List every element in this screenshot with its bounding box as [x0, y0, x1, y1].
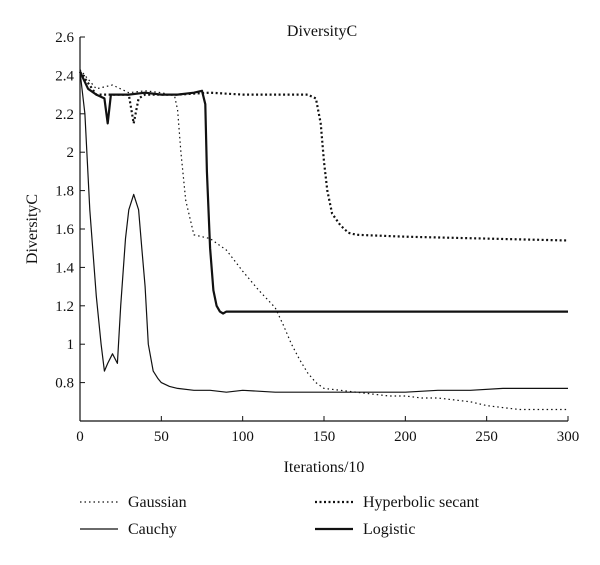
series-line-gaussian	[79, 69, 568, 411]
y-tick-label: 2	[67, 145, 75, 161]
series-line-hyperbolic-secant	[79, 70, 569, 242]
x-tick-label: 200	[394, 429, 417, 445]
x-axis-title: Iterations/10	[284, 459, 365, 476]
legend-label: Logistic	[363, 521, 415, 538]
legend: Gaussian Cauchy Hyperbolic secant Logistic	[80, 494, 480, 538]
x-tick-label: 100	[231, 429, 254, 445]
y-tick-label: 1.2	[55, 299, 74, 315]
chart-title: DiversityC	[287, 23, 357, 40]
y-tick-label: 1.8	[55, 184, 74, 200]
legend-label: Gaussian	[128, 494, 187, 511]
y-tick-label: 1.4	[55, 260, 74, 276]
y-tick-label: 1.6	[55, 222, 74, 238]
y-tick-label: 2.6	[55, 30, 74, 46]
legend-label: Hyperbolic secant	[363, 494, 480, 511]
y-tick-label: 2.4	[55, 68, 74, 84]
series-line-logistic	[79, 71, 568, 315]
series-line-cauchy	[79, 71, 568, 393]
y-tick-label: 2.2	[55, 107, 74, 123]
y-tick-label: 1	[67, 337, 75, 353]
x-tick-label: 0	[76, 429, 84, 445]
x-tick-label: 50	[154, 429, 169, 445]
x-ticks: 0 50 100 150 200 250 300	[76, 416, 579, 445]
x-tick-label: 300	[557, 429, 580, 445]
y-axis-title: DiversityC	[24, 194, 41, 264]
y-tick-label: 0.8	[55, 376, 74, 392]
x-tick-label: 150	[313, 429, 336, 445]
legend-label: Cauchy	[128, 521, 177, 538]
plot-area	[79, 69, 569, 411]
y-ticks: 0.8 1 1.2 1.4 1.6 1.8 2 2.2 2.4 2.6	[55, 30, 85, 392]
x-tick-label: 250	[475, 429, 498, 445]
